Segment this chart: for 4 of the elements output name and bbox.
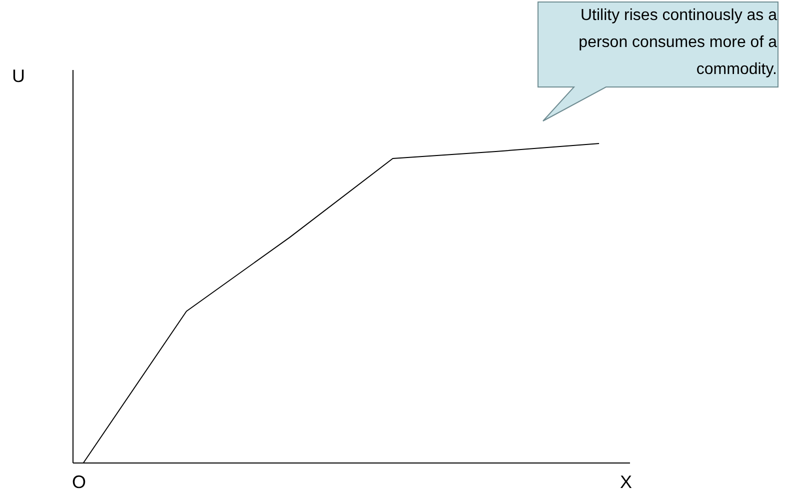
text: Utility rises continously as a person consumes more of a commodity. — [578, 6, 777, 80]
y-axis-title: U — [12, 66, 25, 87]
x-axis-title: X — [620, 472, 632, 493]
text: O — [72, 472, 86, 493]
